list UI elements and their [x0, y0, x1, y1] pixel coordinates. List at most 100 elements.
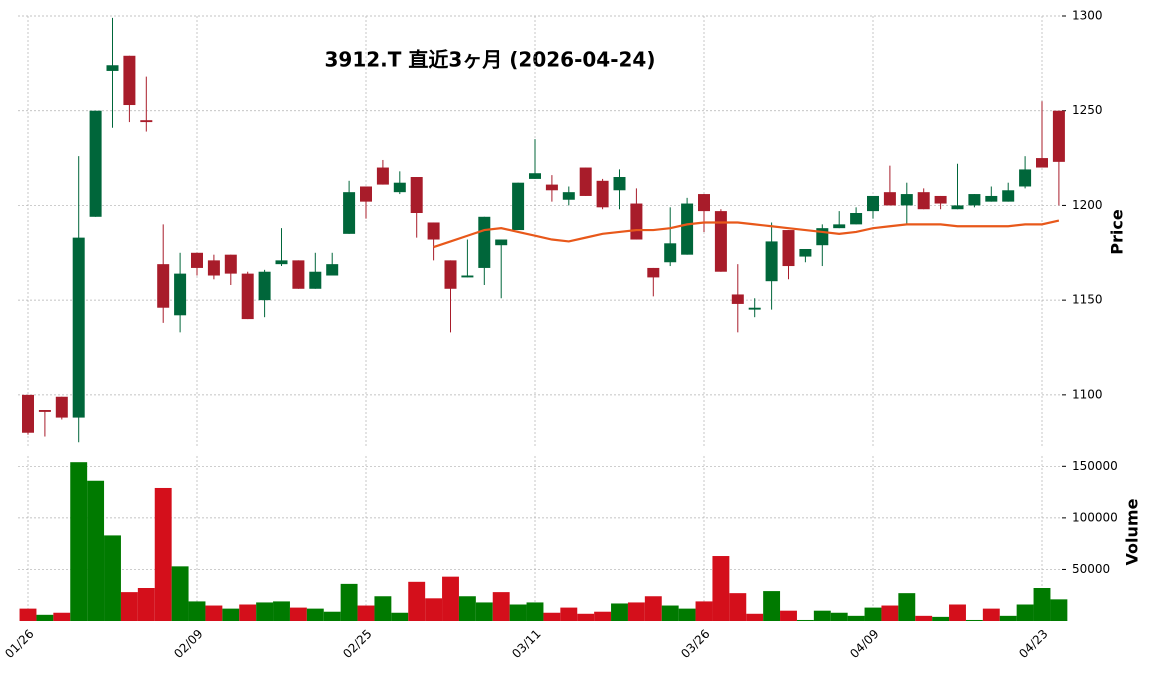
volume-bar [661, 605, 679, 621]
candle-body [427, 222, 440, 240]
volume-bar [746, 613, 764, 621]
volume-bar [830, 612, 848, 621]
volume-bar [678, 608, 696, 621]
volume-bar [982, 608, 1000, 621]
volume-bar [458, 596, 476, 621]
volume-bar [729, 593, 747, 621]
candle-body [258, 271, 271, 301]
volume-bar [425, 598, 443, 621]
volume-bar [205, 605, 223, 621]
volume-bar [442, 576, 459, 621]
candle-body [191, 252, 203, 268]
x-tick-label: 04/09 [847, 627, 881, 661]
candle-body [343, 192, 356, 234]
volume-bar [273, 601, 290, 621]
volume-bar [357, 605, 375, 621]
volume-bar [644, 596, 662, 621]
candle-body [698, 194, 710, 212]
y-tick-label: 100000 [1072, 510, 1118, 524]
candle-body [22, 394, 34, 433]
y-tick-label: 1100 [1072, 387, 1103, 401]
volume-bar [898, 593, 916, 621]
x-tick-label: 02/09 [171, 627, 205, 661]
volume-bar [239, 604, 257, 621]
candle-body [731, 294, 744, 304]
candle-body [360, 186, 372, 202]
volume-bar [543, 612, 561, 621]
candle-body [495, 239, 508, 246]
candle-body [917, 192, 930, 210]
volume-bar [864, 607, 882, 621]
volume-bar [577, 613, 595, 621]
candle-body [478, 216, 491, 268]
volume-bar [611, 603, 628, 621]
candle-body [376, 167, 389, 185]
candle-body [309, 271, 322, 289]
candle-body [985, 195, 998, 202]
volume-bar [932, 616, 950, 621]
candle-body [562, 192, 575, 200]
candle-body [596, 180, 609, 208]
volume-bar [137, 588, 155, 621]
candle-body [934, 195, 947, 204]
volume-bar [256, 602, 274, 621]
volume-bar [306, 608, 324, 621]
volume-bar [847, 615, 865, 621]
volume-bar [70, 462, 88, 621]
candle-body [444, 260, 457, 289]
volume-bar [374, 596, 392, 621]
candle-body [241, 273, 254, 320]
x-tick-label: 02/25 [340, 627, 374, 661]
volume-bar [796, 619, 814, 621]
candle-body [545, 184, 558, 191]
candle-body [647, 267, 660, 278]
volume-bar [87, 480, 105, 621]
candle-body [1036, 158, 1048, 168]
candle-body [123, 55, 136, 106]
volume-bar [915, 615, 933, 621]
volume-bar [999, 615, 1017, 621]
candle-body [461, 275, 474, 278]
candle-body [72, 237, 85, 418]
x-tick-label: 03/11 [509, 627, 543, 661]
moving-average-line [433, 219, 1060, 249]
volume-bar [712, 556, 730, 621]
candle-body [968, 194, 981, 206]
candle-body [681, 203, 694, 255]
volume-bar [53, 612, 71, 621]
volume-bar [813, 610, 831, 621]
candle-body [529, 173, 541, 179]
candle-body [393, 182, 406, 193]
candle-body [326, 264, 339, 276]
volume-bar [323, 611, 341, 621]
volume-bar [408, 581, 426, 621]
volume-bar [560, 607, 578, 621]
volume-bar [120, 592, 138, 621]
candle-body [833, 224, 846, 229]
volume-bar [154, 487, 172, 621]
candle-body [38, 410, 51, 412]
candle-body [89, 110, 102, 217]
candle-body [850, 213, 863, 225]
volume-bar [594, 611, 612, 621]
y-axis-label: Price [1108, 209, 1127, 255]
volume-bar [780, 610, 797, 621]
volume-bar [949, 604, 966, 621]
candle-body [512, 182, 525, 231]
candle-body [630, 203, 643, 240]
volume-bar [104, 535, 121, 621]
volume-bar [509, 604, 527, 621]
candle-body [174, 273, 187, 316]
volume-bar [19, 608, 37, 621]
candle-body [1052, 110, 1065, 162]
volume-bar [965, 619, 983, 621]
x-tick-label: 01/26 [2, 627, 36, 661]
volume-bar [188, 601, 206, 621]
y-tick-label: 1150 [1072, 293, 1103, 307]
candle-body [275, 260, 288, 265]
candle-body [224, 254, 237, 274]
candle-body [613, 177, 626, 191]
volume-bar [881, 605, 899, 621]
volume-bar [340, 583, 358, 621]
